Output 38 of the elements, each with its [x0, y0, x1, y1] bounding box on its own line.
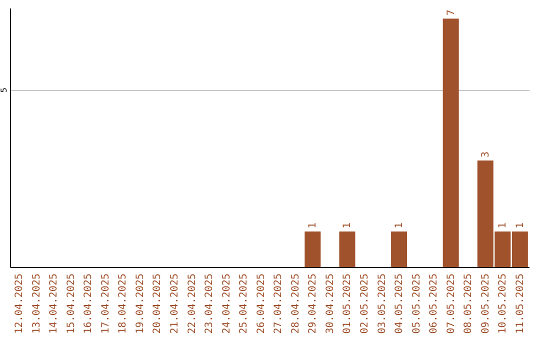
x-tick-label: 19.04.2025	[134, 274, 146, 334]
x-tick-label: 30.04.2025	[324, 274, 336, 334]
x-tick-label: 05.05.2025	[411, 274, 422, 334]
x-tick-label: 29.04.2025	[308, 274, 319, 334]
x-tick-label: 28.04.2025	[290, 274, 302, 334]
x-tick-label: 01.05.2025	[342, 274, 354, 334]
data-label: 7	[446, 10, 457, 16]
x-tick-label: 10.05.2025	[498, 274, 509, 334]
x-tick-label: 03.05.2025	[376, 274, 388, 334]
x-tick-label: 17.04.2025	[100, 274, 112, 334]
data-label: 3	[480, 152, 492, 158]
x-tick-label: 18.04.2025	[118, 274, 129, 334]
x-tick-label: 16.04.2025	[83, 274, 94, 334]
data-label: 1	[308, 222, 319, 229]
x-tick-label: 12.04.2025	[14, 274, 26, 334]
x-tick-label: 27.04.2025	[273, 274, 284, 334]
data-label: 1	[514, 222, 526, 229]
x-tick-label: 22.04.2025	[186, 274, 198, 334]
x-tick-label: 11.05.2025	[514, 274, 526, 334]
x-tick-label: 09.05.2025	[480, 274, 492, 334]
x-tick-label: 25.04.2025	[238, 274, 250, 334]
x-tick-label: 15.04.2025	[66, 274, 77, 334]
y-tick-label: 5	[0, 88, 8, 93]
x-tick-label: 24.04.2025	[221, 274, 232, 334]
x-tick-label: 23.04.2025	[204, 274, 216, 334]
data-label: 1	[342, 222, 354, 229]
x-tick-label: 02.05.2025	[359, 274, 370, 334]
x-tick-label: 13.04.2025	[31, 274, 42, 334]
x-tick-label: 20.04.2025	[152, 274, 164, 334]
data-label: 1	[394, 222, 406, 229]
x-tick-label: 04.05.2025	[394, 274, 406, 334]
data-label: 1	[498, 222, 509, 229]
x-tick-label: 06.05.2025	[428, 274, 440, 334]
x-tick-label: 08.05.2025	[463, 274, 474, 334]
x-tick-label: 21.04.2025	[170, 274, 181, 334]
x-tick-label: 07.05.2025	[446, 274, 457, 334]
x-tick-label: 26.04.2025	[256, 274, 267, 334]
x-tick-label: 14.04.2025	[48, 274, 60, 334]
